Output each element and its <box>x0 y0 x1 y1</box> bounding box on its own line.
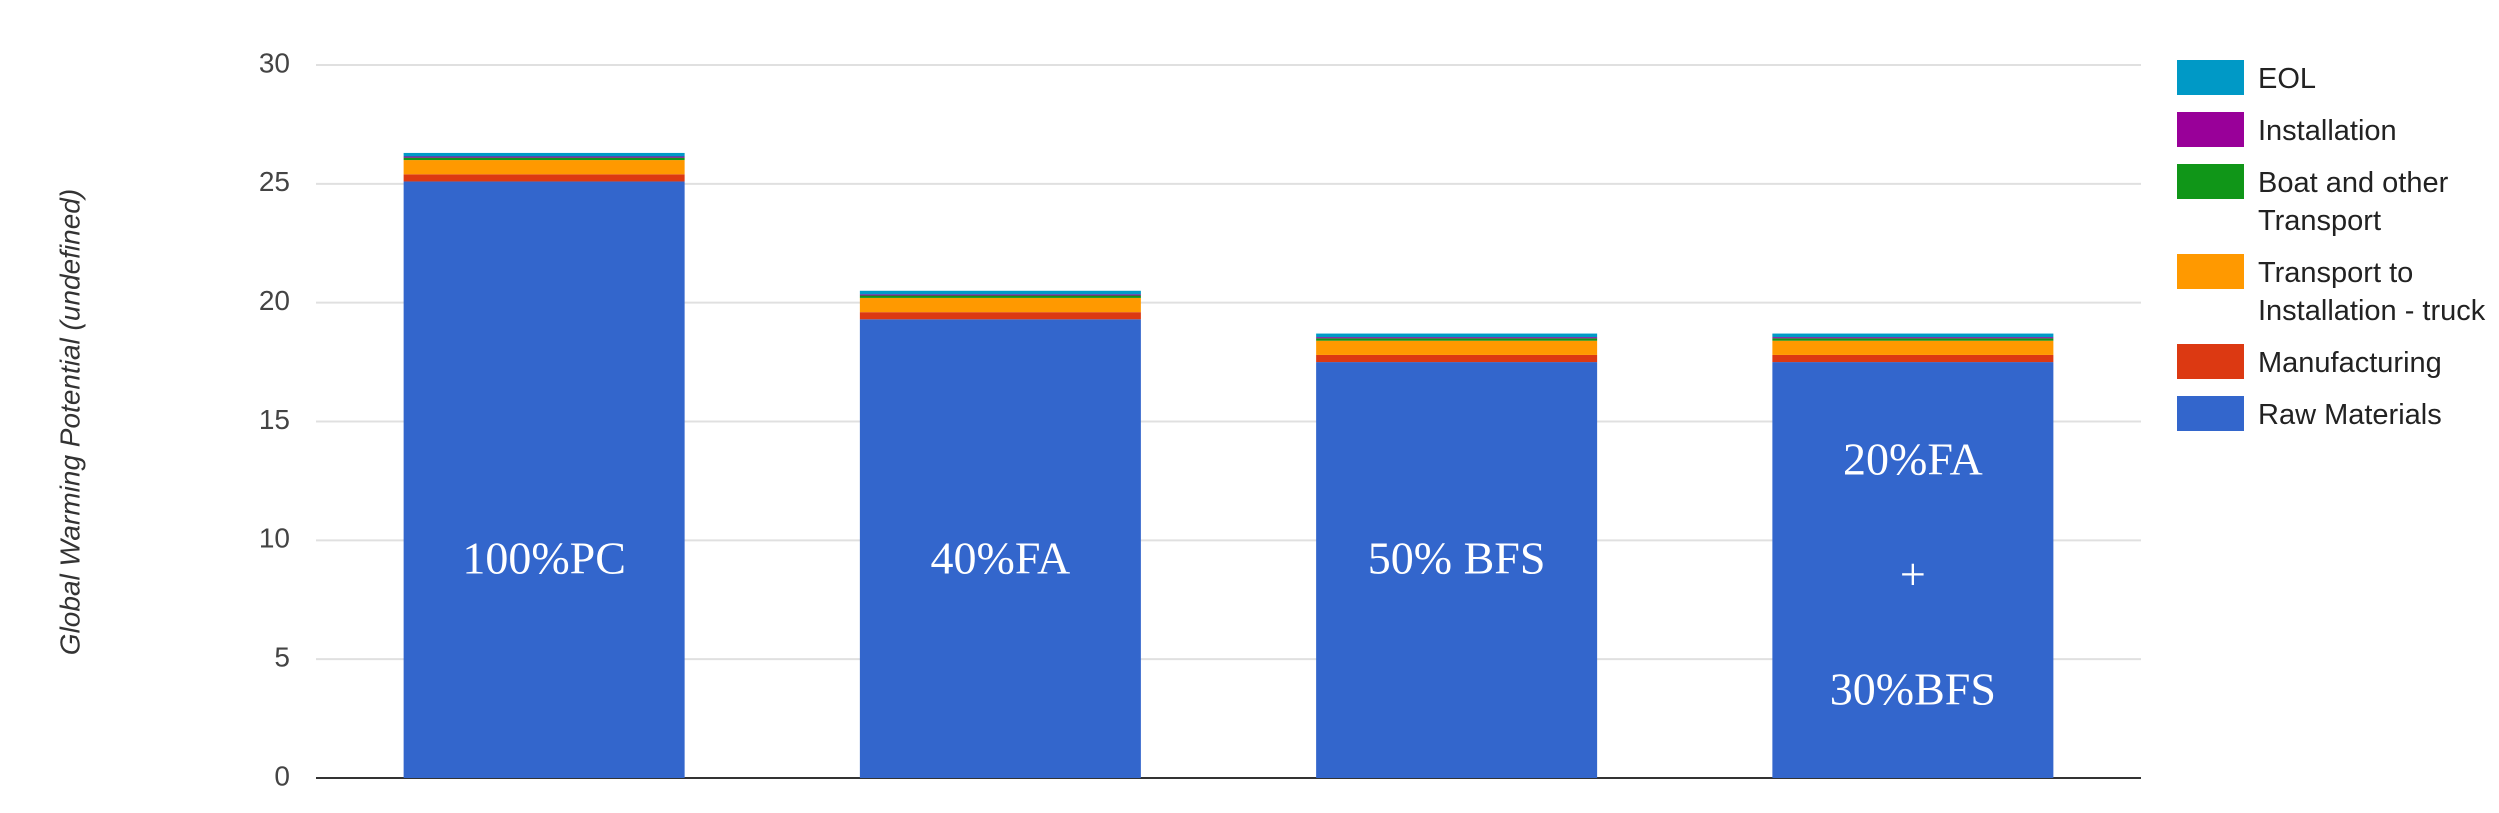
legend-label: Raw Materials <box>2258 399 2442 431</box>
bar-segment <box>859 312 1141 320</box>
y-tick-label: 10 <box>259 523 290 554</box>
bar-segment <box>1316 354 1598 363</box>
legend-label: Installation <box>2258 115 2397 147</box>
y-tick-label: 25 <box>259 166 290 197</box>
bar-segment <box>1772 340 2054 355</box>
bar-segment <box>403 174 685 182</box>
bar-segment <box>1772 362 2054 778</box>
bar-segment <box>403 156 685 158</box>
category-label: 50% BFS <box>1367 532 1546 584</box>
legend-item: Transport to Installation - truck <box>2177 254 2497 330</box>
bar-segment <box>403 181 685 778</box>
bar-segment <box>403 157 685 161</box>
bar-segment <box>1772 333 2054 338</box>
y-tick-label: 0 <box>274 760 290 791</box>
category-label: 40%FA <box>930 532 1071 584</box>
bar-segment <box>859 294 1141 296</box>
bar-segment <box>859 319 1141 778</box>
legend-item: EOL <box>2177 60 2497 98</box>
legend-item: Raw Materials <box>2177 396 2497 434</box>
legend-item: Boat and other Transport <box>2177 164 2497 240</box>
legend-swatch <box>2177 254 2244 289</box>
bar-segment <box>1316 337 1598 339</box>
legend-swatch <box>2177 344 2244 379</box>
y-tick-label: 20 <box>259 285 290 316</box>
bar-segment <box>1772 338 2054 341</box>
legend-swatch <box>2177 112 2244 147</box>
bar-segment <box>1772 337 2054 339</box>
legend-label: Transport to Installation - truck <box>2258 257 2486 327</box>
y-axis-label: Global Warming Potential (undefined) <box>54 189 85 655</box>
legend-item: Manufacturing <box>2177 344 2497 382</box>
category-label: 20%FA + 30%BFS <box>1829 433 1996 715</box>
y-tick-label: 15 <box>259 404 290 435</box>
legend-swatch <box>2177 60 2244 95</box>
category-label: 100%PC <box>462 532 626 584</box>
bar-segment <box>1316 340 1598 355</box>
legend-item: Installation <box>2177 112 2497 150</box>
bar-segment <box>1316 338 1598 341</box>
bar-segment <box>403 160 685 175</box>
legend-label: Boat and other Transport <box>2258 167 2449 237</box>
legend-swatch <box>2177 396 2244 431</box>
legend-label: Manufacturing <box>2258 347 2442 379</box>
y-tick-label: 5 <box>274 642 290 673</box>
bar-segment <box>859 297 1141 313</box>
legend: EOL Installation Boat and other Transport T… <box>2177 60 2497 448</box>
bar-segment <box>1772 354 2054 363</box>
bar-segment <box>1316 333 1598 338</box>
legend-label: EOL <box>2258 63 2317 95</box>
y-tick-label: 30 <box>259 47 290 78</box>
bar-segment <box>859 295 1141 298</box>
bar-segment <box>403 152 685 157</box>
bar-segment <box>1316 362 1598 778</box>
legend-swatch <box>2177 164 2244 199</box>
bar-segment <box>859 290 1141 295</box>
